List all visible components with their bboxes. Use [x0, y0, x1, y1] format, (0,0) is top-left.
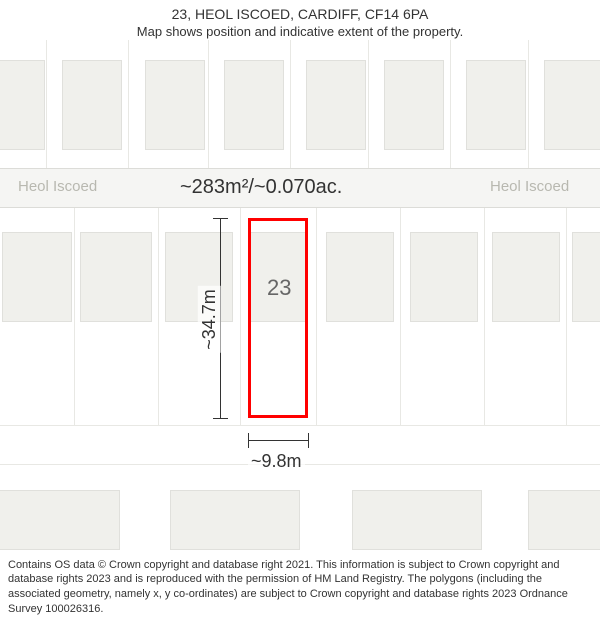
dim-tick [213, 418, 228, 419]
plot-boundary [484, 208, 485, 426]
building [466, 60, 526, 150]
building [80, 232, 152, 322]
plot-boundary [566, 208, 567, 426]
plot-boundary [400, 208, 401, 426]
building [352, 490, 482, 550]
plot-boundary [528, 40, 529, 168]
header: 23, HEOL ISCOED, CARDIFF, CF14 6PA Map s… [0, 0, 600, 43]
building [528, 490, 600, 550]
building [170, 490, 300, 550]
plot-boundary [158, 208, 159, 426]
road-label-left: Heol Iscoed [18, 178, 97, 195]
dim-tick [213, 218, 228, 219]
map-canvas: Heol Iscoed Heol Iscoed ~283m²/~0.070ac.… [0, 0, 600, 560]
dim-tick [308, 433, 309, 448]
height-measurement: ~34.7m [198, 286, 221, 353]
building [145, 60, 205, 150]
plot-boundary [128, 40, 129, 168]
building [572, 232, 600, 322]
road-label-right: Heol Iscoed [490, 178, 569, 195]
building [384, 60, 444, 150]
plot-boundary [290, 40, 291, 168]
plot-boundary [450, 40, 451, 168]
dim-tick [248, 433, 249, 448]
building [2, 232, 72, 322]
plot-boundary [46, 40, 47, 168]
building [0, 490, 120, 550]
plot-boundary [368, 40, 369, 168]
building [224, 60, 284, 150]
highlighted-property [248, 218, 308, 418]
building [544, 60, 600, 150]
width-measurement: ~9.8m [248, 450, 305, 473]
building [0, 60, 45, 150]
rear-boundary [0, 425, 600, 426]
building [492, 232, 560, 322]
footer-copyright: Contains OS data © Crown copyright and d… [0, 552, 600, 625]
plot-boundary [74, 208, 75, 426]
building [62, 60, 122, 150]
plot-boundary [240, 208, 241, 426]
dim-line-horizontal [248, 440, 308, 441]
page-title: 23, HEOL ISCOED, CARDIFF, CF14 6PA [10, 6, 590, 22]
building [306, 60, 366, 150]
building [326, 232, 394, 322]
page-subtitle: Map shows position and indicative extent… [10, 24, 590, 39]
area-label: ~283m²/~0.070ac. [180, 176, 342, 199]
plot-boundary [208, 40, 209, 168]
plot-boundary [316, 208, 317, 426]
building [410, 232, 478, 322]
